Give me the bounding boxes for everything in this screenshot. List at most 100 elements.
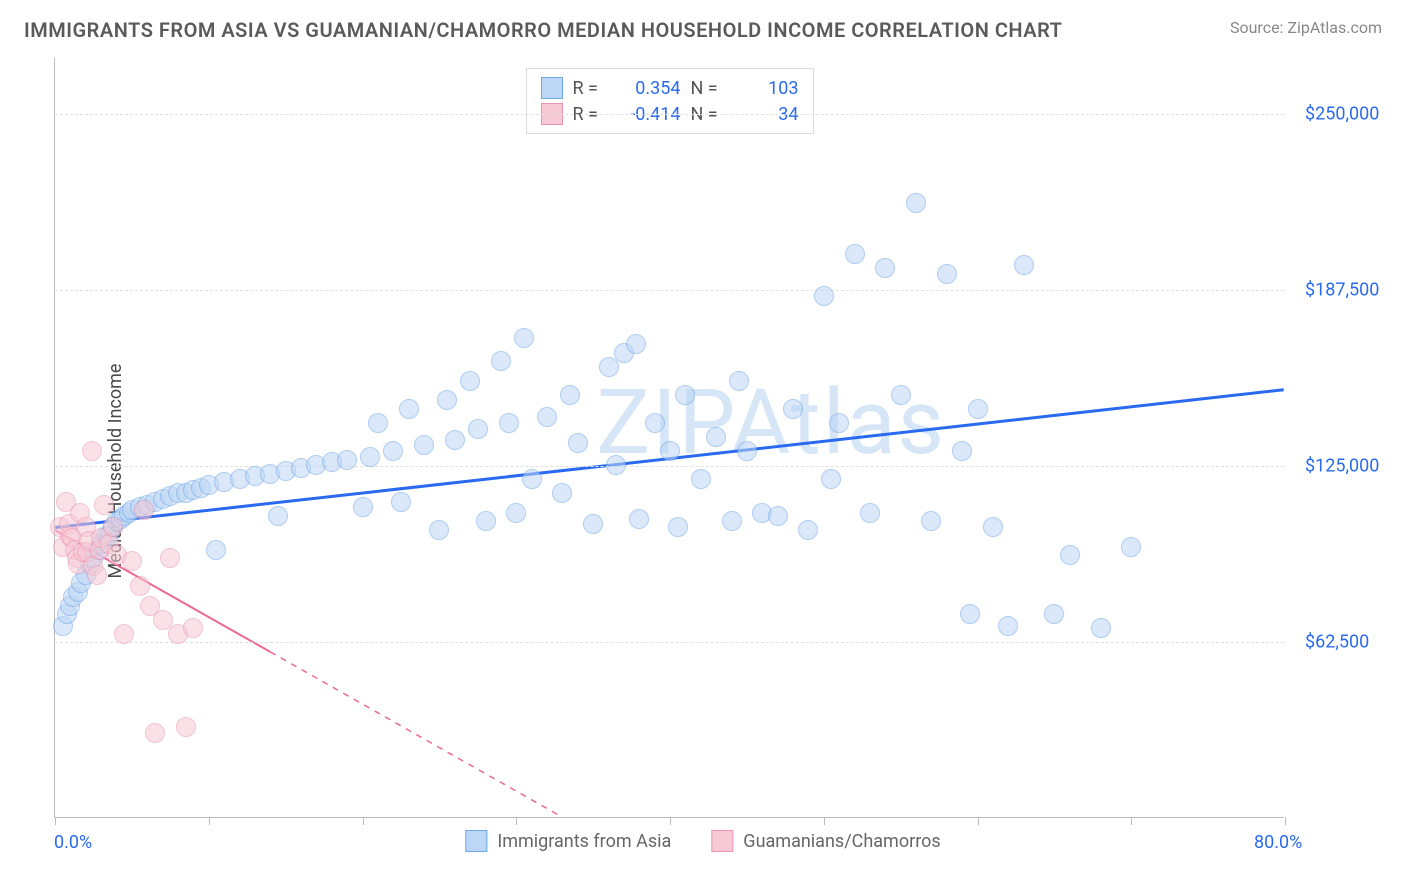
scatter-point-asia <box>860 503 880 523</box>
scatter-point-guam <box>87 565 107 585</box>
x-tick <box>516 817 517 825</box>
trend-lines <box>55 58 1284 817</box>
scatter-point-guam <box>130 576 150 596</box>
legend-correlation-row: R = 0.354 N = 103 <box>541 75 799 101</box>
scatter-point-guam <box>103 517 123 537</box>
scatter-point-guam <box>114 624 134 644</box>
scatter-point-asia <box>921 511 941 531</box>
scatter-point-asia <box>460 371 480 391</box>
scatter-point-guam <box>82 441 102 461</box>
gridline <box>55 114 1284 115</box>
scatter-point-asia <box>1014 255 1034 275</box>
chart-container: Median Household Income ZIPAtlas R =0.35… <box>0 50 1406 892</box>
legend-series-label: Immigrants from Asia <box>497 831 671 852</box>
legend-correlation: R =0.354N =103R =-0.414N =34 <box>526 68 814 134</box>
scatter-point-asia <box>537 407 557 427</box>
scatter-point-asia <box>522 469 542 489</box>
scatter-point-asia <box>1091 618 1111 638</box>
n-value: 103 <box>735 78 799 99</box>
scatter-point-asia <box>368 413 388 433</box>
scatter-point-asia <box>499 413 519 433</box>
scatter-point-asia <box>629 509 649 529</box>
scatter-point-asia <box>952 441 972 461</box>
y-tick-label: $250,000 <box>1305 104 1379 125</box>
x-tick <box>209 817 210 825</box>
legend-swatch <box>465 830 487 852</box>
scatter-point-asia <box>476 511 496 531</box>
scatter-point-guam <box>176 717 196 737</box>
scatter-point-asia <box>722 511 742 531</box>
scatter-point-asia <box>353 497 373 517</box>
scatter-point-guam <box>122 551 142 571</box>
scatter-point-asia <box>606 455 626 475</box>
scatter-point-asia <box>506 503 526 523</box>
scatter-point-asia <box>429 520 449 540</box>
gridline <box>55 466 1284 467</box>
n-label: N = <box>691 78 725 99</box>
scatter-point-asia <box>599 357 619 377</box>
chart-title: IMMIGRANTS FROM ASIA VS GUAMANIAN/CHAMOR… <box>24 18 1062 42</box>
scatter-point-asia <box>568 433 588 453</box>
scatter-point-asia <box>906 193 926 213</box>
scatter-point-asia <box>768 506 788 526</box>
plot-area: ZIPAtlas R =0.354N =103R =-0.414N =34 $6… <box>54 58 1284 818</box>
scatter-point-asia <box>845 244 865 264</box>
scatter-point-asia <box>829 413 849 433</box>
scatter-point-asia <box>391 492 411 512</box>
x-axis-min-label: 0.0% <box>54 832 92 853</box>
x-axis-max-label: 80.0% <box>1254 832 1302 853</box>
scatter-point-asia <box>960 604 980 624</box>
scatter-point-asia <box>668 517 688 537</box>
scatter-point-asia <box>729 371 749 391</box>
x-tick <box>1131 817 1132 825</box>
scatter-point-asia <box>383 441 403 461</box>
legend-series-item: Guamanians/Chamorros <box>711 830 940 852</box>
y-tick-label: $62,500 <box>1305 632 1369 653</box>
scatter-point-asia <box>491 351 511 371</box>
scatter-point-asia <box>560 385 580 405</box>
legend-series: Immigrants from Asia Guamanians/Chamorros <box>465 830 940 852</box>
scatter-point-asia <box>414 435 434 455</box>
r-label: R = <box>573 78 607 99</box>
scatter-point-asia <box>514 328 534 348</box>
scatter-point-asia <box>891 385 911 405</box>
y-tick-label: $125,000 <box>1305 456 1379 477</box>
scatter-point-guam <box>134 500 154 520</box>
scatter-point-asia <box>552 483 572 503</box>
x-tick <box>978 817 979 825</box>
scatter-point-asia <box>783 399 803 419</box>
scatter-point-asia <box>706 427 726 447</box>
legend-swatch <box>711 830 733 852</box>
scatter-point-asia <box>1121 537 1141 557</box>
scatter-point-asia <box>399 399 419 419</box>
scatter-point-asia <box>937 264 957 284</box>
x-tick <box>670 817 671 825</box>
scatter-point-asia <box>583 514 603 534</box>
scatter-point-asia <box>268 506 288 526</box>
scatter-point-asia <box>675 385 695 405</box>
source-label: Source: ZipAtlas.com <box>1230 18 1382 37</box>
scatter-point-asia <box>660 441 680 461</box>
scatter-point-asia <box>468 419 488 439</box>
x-tick <box>1285 817 1286 825</box>
scatter-point-asia <box>983 517 1003 537</box>
x-tick <box>55 817 56 825</box>
scatter-point-asia <box>437 390 457 410</box>
scatter-point-guam <box>145 723 165 743</box>
scatter-point-asia <box>737 441 757 461</box>
scatter-point-asia <box>645 413 665 433</box>
legend-series-label: Guamanians/Chamorros <box>743 831 940 852</box>
scatter-point-asia <box>1044 604 1064 624</box>
gridline <box>55 290 1284 291</box>
scatter-point-asia <box>821 469 841 489</box>
scatter-point-asia <box>626 334 646 354</box>
legend-series-item: Immigrants from Asia <box>465 830 671 852</box>
scatter-point-asia <box>798 520 818 540</box>
scatter-point-asia <box>360 447 380 467</box>
scatter-point-asia <box>968 399 988 419</box>
scatter-point-guam <box>160 548 180 568</box>
scatter-point-asia <box>814 286 834 306</box>
y-tick-label: $187,500 <box>1305 280 1379 301</box>
scatter-point-asia <box>875 258 895 278</box>
r-value: 0.354 <box>617 78 681 99</box>
